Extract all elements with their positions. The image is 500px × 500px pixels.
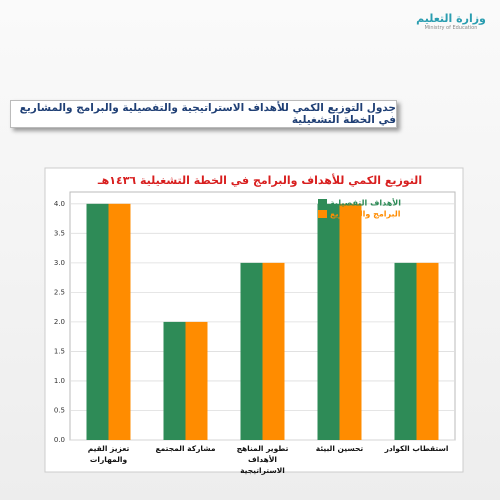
chart-title: التوزيع الكمي للأهداف والبرامج في الخطة … xyxy=(97,173,422,187)
y-tick-label: 1.0 xyxy=(54,377,65,385)
x-tick-label: تطوير المناهج الأهداف الاستراتيجية xyxy=(236,444,289,475)
x-tick-label: مشاركة المجتمع xyxy=(155,444,216,453)
legend-swatch xyxy=(318,199,327,207)
logo-english: Ministry of Education xyxy=(424,25,478,31)
legend-swatch xyxy=(318,210,327,218)
y-tick-label: 2.5 xyxy=(54,288,65,296)
x-label-box: تحسين البيئة xyxy=(315,444,364,453)
bar xyxy=(262,262,285,440)
y-tick-label: 3.0 xyxy=(54,259,65,267)
bar xyxy=(416,262,439,440)
slide-title: جدول التوزيع الكمي للأهداف الاستراتيجية … xyxy=(10,100,397,128)
y-tick-label: 0.0 xyxy=(54,436,65,444)
logo-name: وزارة التعليم xyxy=(416,12,486,25)
bar xyxy=(108,203,131,440)
y-tick-label: 0.5 xyxy=(54,406,65,414)
x-label-box: استقطاب الكوادر xyxy=(384,444,449,453)
y-tick-label: 3.5 xyxy=(54,229,65,237)
bar xyxy=(339,203,362,440)
x-label-box: تطوير المناهج الأهداف الاستراتيجية xyxy=(236,444,289,475)
legend-label: الأهداف التفصيلية xyxy=(330,198,401,208)
y-tick-label: 2.0 xyxy=(54,318,65,326)
bar xyxy=(317,203,340,440)
bar xyxy=(394,262,417,440)
logo: وزارة التعليم Ministry of Education xyxy=(416,12,486,31)
x-tick-label: تعزيز القيم والمهارات xyxy=(87,444,130,464)
bar xyxy=(185,321,208,440)
bar xyxy=(163,321,186,440)
x-label-box: مشاركة المجتمع xyxy=(155,444,216,453)
y-tick-label: 4.0 xyxy=(54,200,65,208)
x-tick-label: استقطاب الكوادر xyxy=(384,444,449,453)
bar xyxy=(86,203,109,440)
legend-label: البرامج والمشاريع xyxy=(330,210,401,219)
y-tick-label: 1.5 xyxy=(54,347,65,355)
x-tick-label: تحسين البيئة xyxy=(315,444,364,453)
x-label-box: تعزيز القيم والمهارات xyxy=(87,444,130,464)
bar xyxy=(240,262,263,440)
